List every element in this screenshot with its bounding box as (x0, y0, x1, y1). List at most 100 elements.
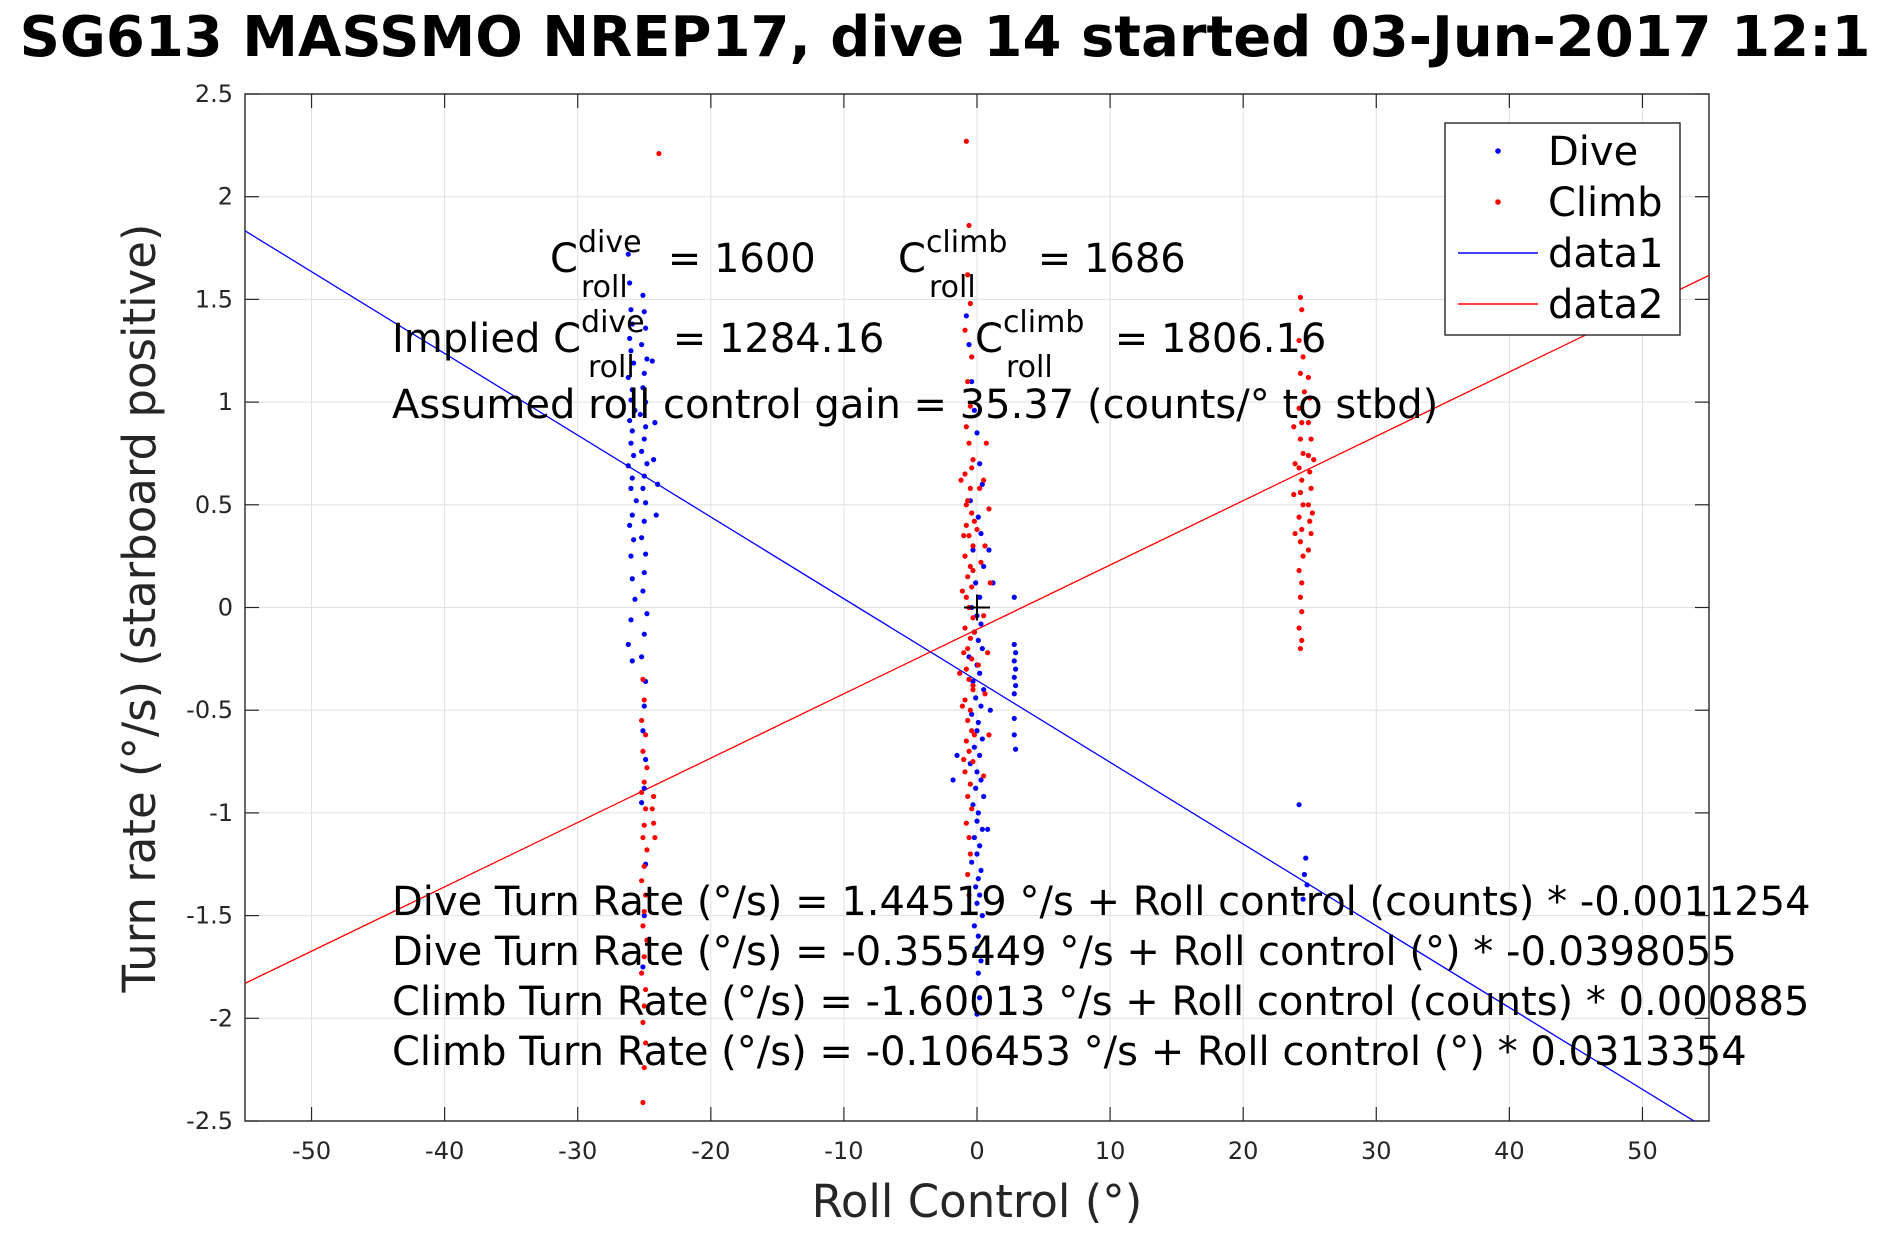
dive-point (970, 802, 976, 808)
climb-point (1299, 526, 1305, 533)
dive-point (640, 485, 646, 491)
climb-point (641, 822, 647, 828)
dive-point (1011, 732, 1017, 738)
dive-point (643, 325, 649, 331)
climb-point (1291, 491, 1297, 498)
dive-point (985, 826, 991, 832)
dive-point (640, 728, 646, 734)
c-roll-dive-base: C (550, 236, 578, 282)
climb-point (970, 457, 976, 463)
dive-point (1300, 896, 1306, 902)
climb-point (963, 522, 969, 528)
climb-point (986, 506, 992, 512)
y-tick-label: 1 (218, 388, 233, 416)
y-axis-tick-labels: 2.5 2 1.5 1 0.5 0 -0.5 -1 -1.5 -2 -2.5 (186, 80, 233, 1135)
climb-equation-counts: Climb Turn Rate (°/s) = -1.60013 °/s + R… (392, 979, 1809, 1025)
climb-point (1297, 489, 1304, 496)
dive-point (628, 397, 634, 403)
dive-point (969, 378, 975, 385)
dive-point (977, 461, 983, 467)
climb-point (966, 676, 972, 682)
dive-point (971, 744, 977, 750)
dive-point (644, 461, 650, 467)
climb-point (987, 580, 993, 586)
dive-point (1012, 682, 1019, 689)
dive-point (1011, 594, 1017, 600)
dive-point (979, 481, 985, 487)
dive-point (977, 752, 983, 758)
dive-point (629, 512, 635, 518)
climb-point (971, 518, 977, 524)
axis-ticks (245, 93, 1709, 1122)
dive-point (969, 711, 975, 717)
dive-point (641, 370, 647, 376)
dive-point (627, 335, 633, 342)
dive-point (973, 580, 979, 586)
climb-point (639, 878, 645, 884)
y-tick-label: 1.5 (195, 285, 233, 313)
dive-point (654, 481, 661, 487)
dive-point (979, 913, 985, 919)
climb-point (1301, 389, 1308, 395)
dive-point (629, 321, 635, 327)
c-roll-dive-sub: roll (581, 270, 628, 305)
dive-point (978, 530, 984, 537)
climb-point (966, 440, 972, 446)
climb-point (963, 138, 969, 144)
dive-point (974, 900, 980, 906)
dive-point (978, 777, 984, 783)
dive-point (641, 518, 647, 524)
dive-point (977, 843, 983, 849)
climb-point (967, 300, 973, 307)
dive-point (641, 436, 647, 442)
climb-point (639, 789, 645, 795)
climb-point (1300, 450, 1306, 457)
dive-point (641, 569, 647, 576)
dive-point (977, 995, 983, 1001)
dive-point (639, 448, 645, 454)
dive-point (632, 407, 638, 413)
dive-point (640, 292, 646, 298)
dive-point (629, 576, 635, 582)
dive-equation-degrees: Dive Turn Rate (°/s) = -0.355449 °/s + R… (392, 929, 1737, 975)
climb-point (643, 1040, 649, 1046)
dive-point (974, 769, 980, 775)
climb-point (1300, 354, 1306, 360)
y-tick-label: -2 (209, 1004, 233, 1032)
dive-point (629, 475, 635, 481)
chart-title: SG613 MASSMO NREP17, dive 14 started 03-… (20, 5, 1871, 70)
dive-point (975, 876, 981, 882)
climb-point (643, 986, 649, 993)
dive-point (643, 399, 649, 405)
climb-point (962, 697, 968, 703)
climb-point (650, 793, 657, 800)
dive-point (628, 485, 634, 491)
x-tick-label: -30 (558, 1137, 597, 1165)
climb-point (1305, 420, 1311, 426)
climb-point (641, 779, 647, 785)
climb-point (974, 526, 980, 533)
climb-point (966, 533, 972, 539)
climb-point (967, 707, 973, 713)
climb-point (965, 498, 971, 504)
legend-dive-label: Dive (1548, 129, 1638, 175)
climb-point (967, 635, 973, 641)
legend: Dive Climb data1 data2 (1444, 122, 1681, 336)
c-roll-climb-sub: roll (929, 270, 976, 305)
climb-point (1305, 502, 1311, 508)
climb-point (969, 806, 975, 812)
x-tick-label: 10 (1095, 1137, 1126, 1165)
climb-point (963, 594, 969, 600)
climb-point (644, 937, 650, 943)
climb-point (644, 765, 650, 771)
climb-point (643, 732, 649, 738)
climb-point (967, 403, 973, 409)
climb-point (967, 781, 973, 787)
dive-point (627, 522, 633, 528)
climb-point (641, 954, 647, 960)
dive-point (1304, 882, 1310, 888)
climb-point (965, 272, 971, 278)
climb-point (965, 574, 971, 580)
climb-point (970, 687, 976, 693)
dive-point (975, 637, 981, 643)
